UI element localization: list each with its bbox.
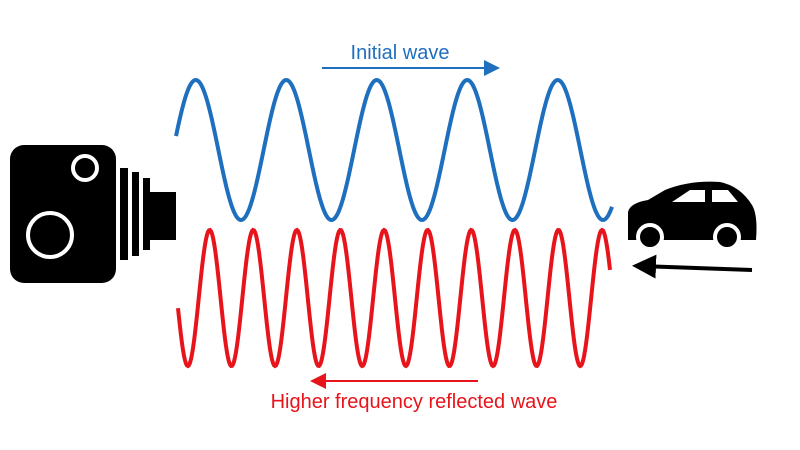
speed-camera: [10, 145, 176, 283]
initial-wave: [174, 77, 614, 223]
reflected-label: Higher frequency reflected wave: [271, 391, 558, 413]
initial-label: Initial wave: [351, 42, 450, 64]
car-direction-arrow: [632, 254, 753, 279]
car: [628, 181, 757, 251]
reflected-wave: [176, 227, 612, 369]
